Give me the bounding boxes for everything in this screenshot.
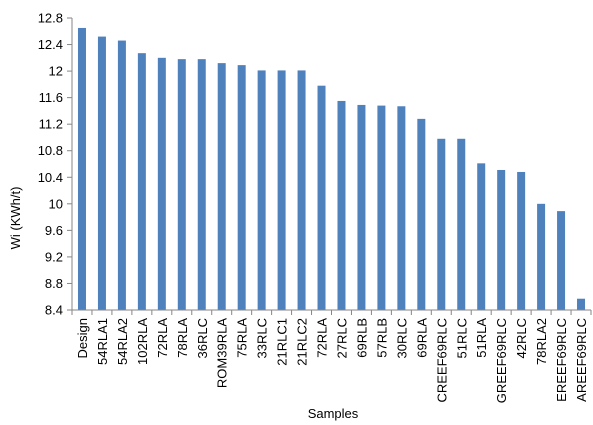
bar xyxy=(157,57,166,311)
y-axis-ticks: 8.4 8.8 9.2 9.6 10 10.4 10.8 11.2 11.6 12 12.4 12.8 xyxy=(38,11,72,318)
bar xyxy=(137,53,146,310)
y-axis-title: Wi (KWh/t) xyxy=(8,187,23,250)
y-tick-label: 12.4 xyxy=(38,37,63,52)
bar xyxy=(77,27,86,310)
bars xyxy=(77,27,586,311)
x-category-label: 21RLC2 xyxy=(295,318,310,366)
bar xyxy=(457,138,466,310)
y-tick-label: 9.2 xyxy=(45,249,63,264)
bar xyxy=(437,138,446,310)
x-category-label: 27RLC xyxy=(334,318,349,358)
y-tick-label: 12 xyxy=(49,64,63,79)
bar xyxy=(177,59,186,311)
x-category-label: 69RLA xyxy=(414,318,429,358)
y-tick-label: 10.8 xyxy=(38,143,63,158)
x-category-label: 33RLC xyxy=(255,318,270,358)
bar xyxy=(537,203,546,310)
y-tick-label: 8.4 xyxy=(45,303,63,318)
x-category-label: 78RLA2 xyxy=(534,318,549,365)
x-axis-category-labels: Design 54RLA1 54RLA2 102RLA 72RLA 78RLA 36RLC R… xyxy=(75,318,589,404)
y-tick-label: 10 xyxy=(49,196,63,211)
x-category-label: 78RLA xyxy=(175,318,190,358)
x-category-label: 72RLA xyxy=(155,318,170,358)
x-axis-title: Samples xyxy=(308,406,359,421)
bar xyxy=(497,169,506,310)
bar xyxy=(197,59,206,311)
x-category-label: 51RLC xyxy=(454,318,469,358)
bar xyxy=(357,104,366,310)
bar xyxy=(277,70,286,310)
bar xyxy=(397,106,406,310)
bar xyxy=(517,171,526,310)
x-category-label: 54RLA2 xyxy=(115,318,130,365)
x-category-label: Design xyxy=(75,318,90,358)
x-category-label: 69RLB xyxy=(354,318,369,358)
bar xyxy=(117,40,126,311)
bar xyxy=(257,70,266,310)
bar xyxy=(417,118,426,310)
y-tick-label: 12.8 xyxy=(38,11,63,26)
x-category-label: 75RLA xyxy=(235,318,250,358)
x-category-label: CREEF69RLC xyxy=(434,318,449,403)
x-category-label: 51RLA xyxy=(474,318,489,358)
x-category-label: 21RLC1 xyxy=(275,318,290,366)
bar xyxy=(317,85,326,310)
x-category-label: 102RLA xyxy=(135,318,150,365)
y-tick-label: 8.8 xyxy=(45,276,63,291)
bar xyxy=(217,63,226,310)
bar xyxy=(97,36,106,310)
y-tick-label: 11.6 xyxy=(39,90,63,105)
x-category-label: AREEF69RLC xyxy=(574,318,589,402)
x-category-label: 42RLC xyxy=(514,318,529,358)
bar xyxy=(337,100,346,310)
x-category-label: 57RLB xyxy=(374,318,389,358)
bar xyxy=(557,211,566,310)
x-axis-ticks xyxy=(71,310,592,315)
x-category-label: GREEF69RLC xyxy=(494,318,509,403)
x-category-label: 36RLC xyxy=(195,318,210,358)
bar xyxy=(377,105,386,310)
y-tick-label: 11.2 xyxy=(39,117,63,132)
y-tick-label: 9.6 xyxy=(45,223,63,238)
bar xyxy=(237,65,246,310)
x-category-label: 54RLA1 xyxy=(95,318,110,365)
y-tick-label: 10.4 xyxy=(38,170,63,185)
bar xyxy=(297,70,306,310)
x-category-label: ROM39RLA xyxy=(215,318,230,388)
x-category-label: EREEF69RLC xyxy=(554,318,569,402)
x-category-label: 30RLC xyxy=(394,318,409,358)
x-category-label: 72RLA xyxy=(315,318,330,358)
bar xyxy=(577,298,586,310)
bar xyxy=(477,163,486,310)
